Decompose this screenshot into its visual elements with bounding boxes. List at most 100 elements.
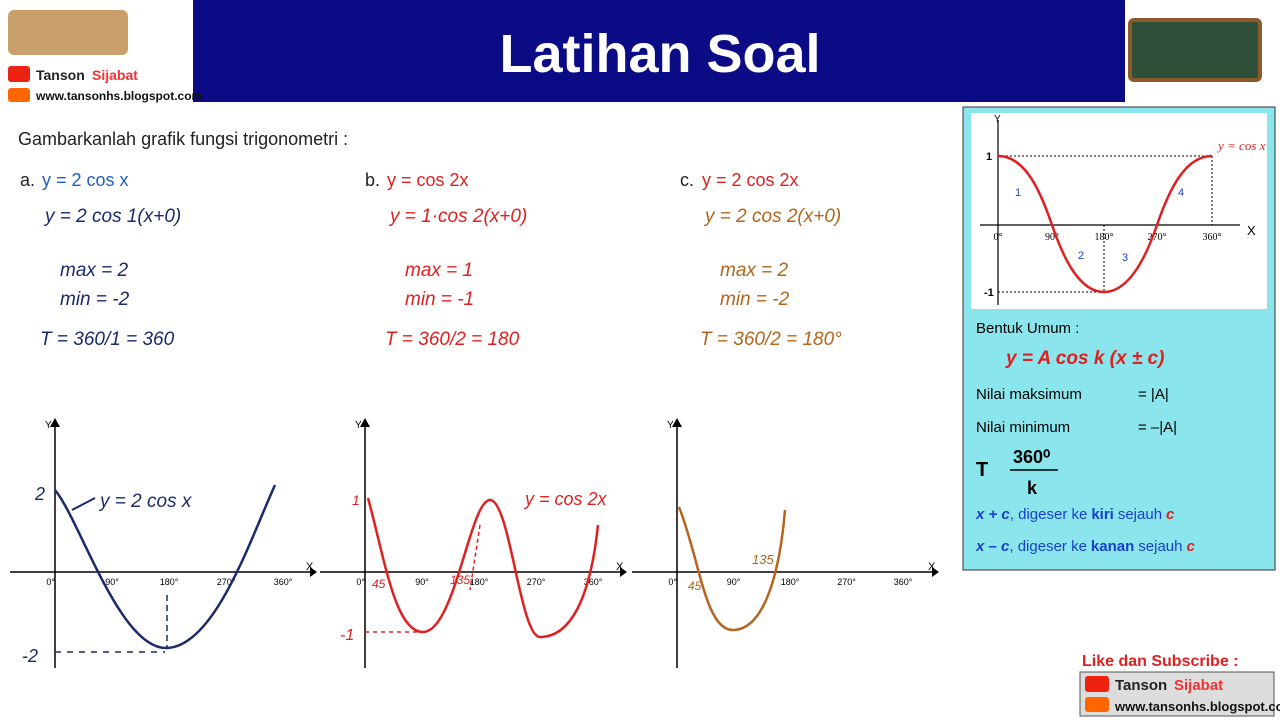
x-tick-label: 180° xyxy=(470,577,489,587)
curve-label: y = cos x xyxy=(1216,138,1266,153)
axis-label: Y xyxy=(45,420,52,431)
handwritten-work: T = 360/2 = 180° xyxy=(700,329,842,350)
line xyxy=(71,497,96,511)
x-tick-label: 90° xyxy=(415,577,429,587)
x-tick-label: 270° xyxy=(527,577,546,587)
problem-label: b. xyxy=(365,170,380,190)
shift-part: c xyxy=(1186,538,1195,555)
arrow xyxy=(932,567,939,577)
property-value: = |A| xyxy=(1138,386,1169,403)
handwritten-annotation: 2 xyxy=(34,484,45,504)
handwritten-annotation: -1 xyxy=(340,627,354,644)
handwritten-work: y = 1·cos 2(x+0) xyxy=(388,206,527,227)
handwritten-annotation: y = cos 2x xyxy=(523,489,608,509)
arrow xyxy=(620,567,627,577)
play-icon xyxy=(1085,676,1109,692)
x-tick-label: 0° xyxy=(668,577,677,587)
region-label: 3 xyxy=(1122,252,1128,264)
handwritten-annotation: y = 2 cos x xyxy=(98,491,193,512)
axis-label: X xyxy=(1247,223,1256,238)
shift-part: c xyxy=(1166,506,1175,523)
handwritten-annotation: 45 xyxy=(688,579,702,593)
title: Latihan Soal xyxy=(499,24,820,84)
shift-part: x – c xyxy=(975,538,1010,555)
channel-name: Tanson xyxy=(36,67,85,83)
footer-cta: Like dan Subscribe : xyxy=(1082,653,1238,670)
handwritten-annotation: 45 xyxy=(372,577,386,591)
x-tick-label: 90° xyxy=(105,577,119,587)
handwritten-work: max = 2 xyxy=(60,260,129,281)
footer-name: Sijabat xyxy=(1174,677,1223,694)
line xyxy=(469,524,481,591)
arrow xyxy=(310,567,317,577)
x-tick-label: 0° xyxy=(356,577,365,587)
property-name: Nilai maksimum xyxy=(976,386,1082,403)
x-tick-label: 90° xyxy=(727,577,741,587)
curve xyxy=(677,506,787,632)
handwritten-work: y = 2 cos 1(x+0) xyxy=(43,206,181,227)
footer-name: Tanson xyxy=(1115,677,1167,694)
handwritten-work: max = 2 xyxy=(720,260,789,281)
axis-label: Y xyxy=(667,420,674,431)
y-tick-label: -1 xyxy=(984,287,994,299)
handwritten-work: y = 2 cos 2(x+0) xyxy=(703,206,841,227)
footer-url: www.tansonhs.blogspot.com xyxy=(1114,699,1280,714)
handwritten-work: min = -1 xyxy=(405,289,474,310)
handwritten-work: T = 360/2 = 180 xyxy=(385,329,520,350)
shift-part: sejauh xyxy=(1118,506,1162,523)
formula: y = A cos k (x ± c) xyxy=(1005,348,1164,369)
logo-art xyxy=(8,10,128,55)
shift-rule: x + c, digeser ke kiri sejauh c xyxy=(975,506,1175,523)
arrow xyxy=(360,418,370,427)
reference-graph-bg xyxy=(971,113,1267,309)
x-tick-label: 270° xyxy=(837,577,856,587)
curve xyxy=(997,154,1213,294)
property-value: = –|A| xyxy=(1138,419,1177,436)
header-band xyxy=(193,0,1125,102)
problem-label: a. xyxy=(20,170,35,190)
problem-label: c. xyxy=(680,170,694,190)
problem-equation: y = 2 cos x xyxy=(42,170,129,190)
question: Gambarkanlah grafik fungsi trigonometri … xyxy=(18,129,348,149)
x-tick-label: 360° xyxy=(1203,232,1222,243)
period-denominator: k xyxy=(1027,478,1038,498)
handwritten-work: min = -2 xyxy=(720,289,790,310)
blackboard-art xyxy=(1128,18,1262,82)
handwritten-annotation: 135 xyxy=(450,573,470,587)
curve xyxy=(366,497,600,639)
axis-label: X xyxy=(306,561,314,573)
channel-url: www.tansonhs.blogspot.com xyxy=(35,89,202,103)
x-tick-label: 360° xyxy=(584,577,603,587)
handwritten-work: T = 360/1 = 360 xyxy=(40,329,175,350)
x-tick-label: 270° xyxy=(217,577,236,587)
blog-icon xyxy=(8,88,30,102)
axis-label: X xyxy=(616,561,624,573)
x-tick-label: 180° xyxy=(781,577,800,587)
axis-label: Y xyxy=(355,420,362,431)
shift-rule: x – c, digeser ke kanan sejauh c xyxy=(975,538,1195,555)
x-tick-label: 0° xyxy=(994,232,1003,243)
problem-equation: y = cos 2x xyxy=(387,170,469,190)
x-tick-label: 90° xyxy=(1045,232,1059,243)
handwritten-annotation: 135 xyxy=(752,552,774,567)
arrow xyxy=(672,418,682,427)
y-tick-label: 1 xyxy=(986,151,992,163)
x-tick-label: 360° xyxy=(894,577,913,587)
arrow xyxy=(50,418,60,427)
x-tick-label: 180° xyxy=(160,577,179,587)
region-label: 1 xyxy=(1015,187,1021,199)
problem-equation: y = 2 cos 2x xyxy=(702,170,799,190)
handwritten-work: min = -2 xyxy=(60,289,130,310)
axis-label: X xyxy=(928,561,936,573)
shift-part: , digeser ke xyxy=(1010,506,1088,523)
shift-part: sejauh xyxy=(1138,538,1182,555)
handwritten-annotation: 1 xyxy=(352,492,360,508)
shift-part: kiri xyxy=(1091,506,1114,523)
axis-label: Y xyxy=(994,114,1001,125)
play-icon xyxy=(8,66,30,82)
footer-logo-box xyxy=(1079,671,1275,717)
x-tick-label: 270° xyxy=(1148,232,1167,243)
x-tick-label: 0° xyxy=(46,577,55,587)
period-lhs: T xyxy=(976,459,988,481)
